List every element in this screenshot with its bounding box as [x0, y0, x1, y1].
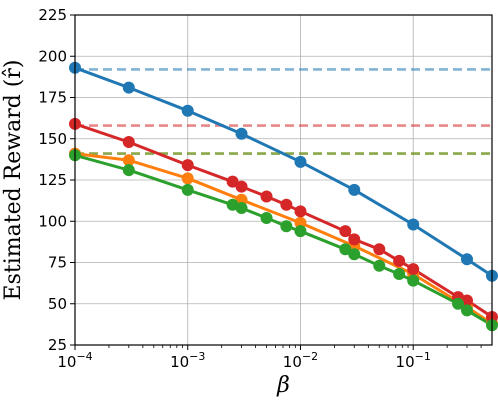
data-point: [181, 159, 194, 172]
data-point: [452, 297, 465, 310]
data-point: [339, 225, 352, 238]
series-line-3: [74, 153, 493, 327]
data-point: [181, 172, 194, 185]
data-point: [260, 211, 273, 224]
y-tick-label: 25: [48, 336, 67, 354]
series-lines: [74, 66, 493, 327]
series-line-1: [74, 152, 493, 325]
y-tick-label: 100: [38, 212, 67, 230]
data-point: [235, 180, 248, 193]
data-point: [235, 193, 248, 206]
data-point: [235, 202, 248, 215]
data-markers: [69, 61, 498, 332]
y-tick-label: 50: [48, 295, 67, 313]
data-point: [122, 164, 135, 177]
data-point: [460, 253, 473, 266]
data-point: [226, 175, 239, 188]
data-point: [294, 155, 307, 168]
data-point: [393, 268, 406, 281]
reference-lines: [75, 68, 492, 155]
data-point: [373, 243, 386, 256]
x-tick-label: 10−1: [396, 350, 431, 371]
data-point: [122, 136, 135, 149]
data-point: [122, 81, 135, 94]
data-point: [393, 254, 406, 267]
data-point: [294, 225, 307, 238]
data-point: [260, 190, 273, 203]
data-point: [294, 216, 307, 229]
data-point: [294, 205, 307, 218]
data-point: [373, 259, 386, 272]
y-axis-title: Estimated Reward (r̂): [1, 60, 26, 301]
y-tick-label: 175: [38, 89, 67, 107]
data-point: [407, 263, 420, 276]
data-point: [181, 183, 194, 196]
grid: [74, 14, 492, 346]
data-point: [348, 248, 361, 261]
data-point: [339, 243, 352, 256]
series-line-2: [74, 122, 493, 319]
data-point: [122, 154, 135, 167]
data-point: [181, 104, 194, 117]
y-tick-label: 150: [38, 130, 67, 148]
ticks: 25 50 75 100 125 150 175 200 225 10−4 10−3 10−2 10−1: [38, 6, 482, 371]
x-axis-title: β: [276, 373, 290, 398]
data-point: [280, 198, 293, 211]
data-point: [407, 274, 420, 287]
data-point: [235, 127, 248, 140]
y-tick-label: 75: [48, 254, 67, 272]
x-tick-label: 10−2: [283, 350, 318, 371]
x-tick-label: 10−4: [57, 350, 92, 371]
data-point: [280, 220, 293, 233]
data-point: [348, 233, 361, 246]
data-point: [348, 183, 361, 196]
data-point: [407, 218, 420, 231]
data-point: [460, 304, 473, 317]
y-tick-label: 125: [38, 171, 67, 189]
x-tick-label: 10−3: [170, 350, 205, 371]
y-tick-label: 200: [38, 47, 67, 65]
y-tick-label: 225: [38, 6, 67, 24]
